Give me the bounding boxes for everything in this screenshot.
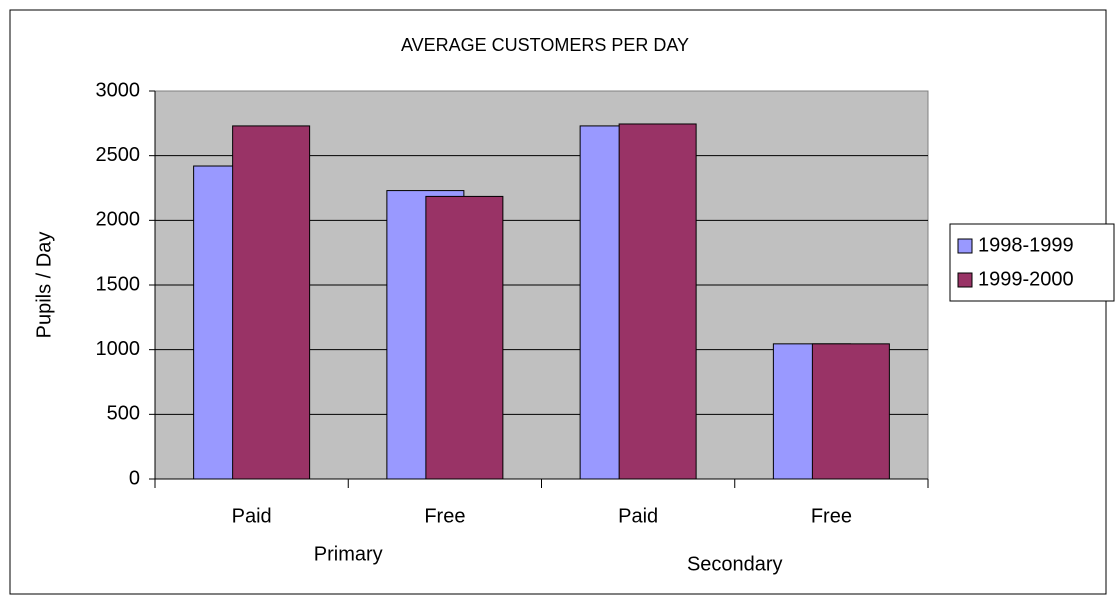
y-tick-label: 500 (107, 403, 140, 425)
legend-label: 1999-2000 (978, 268, 1074, 290)
y-tick-label: 1000 (96, 338, 141, 360)
y-tick-label: 3000 (96, 79, 141, 101)
group-label: Secondary (687, 553, 783, 575)
chart-title: AVERAGE CUSTOMERS PER DAY (401, 35, 689, 55)
y-tick-label: 2000 (96, 209, 141, 231)
x-tick-label: Paid (618, 505, 658, 527)
bar (618, 123, 697, 480)
y-axis-label: Pupils / Day (33, 232, 55, 339)
legend-swatch (957, 272, 973, 288)
bar (425, 195, 504, 480)
y-tick-label: 2500 (96, 144, 141, 166)
x-tick-label: Free (424, 505, 465, 527)
bar (811, 343, 890, 480)
legend-label: 1998-1999 (978, 234, 1074, 256)
x-tick-label: Free (811, 505, 852, 527)
y-tick-label: 0 (129, 467, 140, 489)
x-tick-label: Paid (232, 505, 272, 527)
legend-box (949, 223, 1115, 302)
legend-swatch (957, 238, 973, 254)
group-label: Primary (314, 543, 383, 565)
bar (232, 125, 311, 480)
y-tick-label: 1500 (96, 273, 141, 295)
